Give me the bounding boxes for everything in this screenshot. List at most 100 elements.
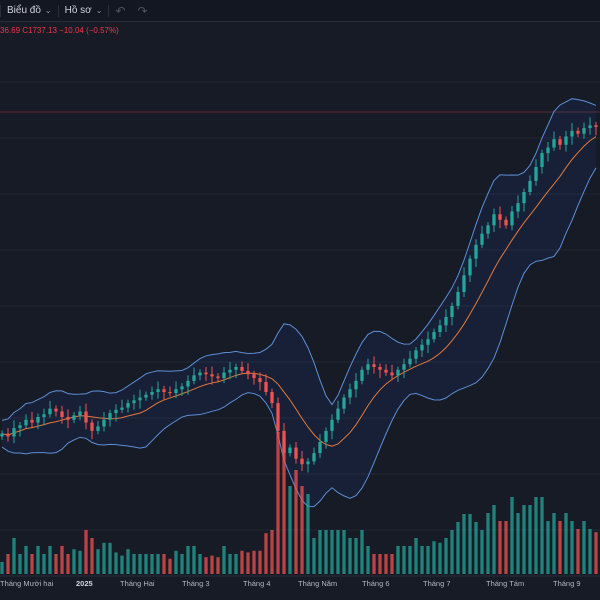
candle-body <box>150 392 154 395</box>
volume-bar <box>42 554 46 574</box>
volume-bar <box>24 546 28 574</box>
chevron-down-icon: ⌄ <box>44 6 52 15</box>
chart-menu-button[interactable]: Biểu đồ ⌄ <box>1 0 58 21</box>
volume-bar <box>378 554 382 574</box>
candle-body <box>102 419 106 427</box>
basis-line <box>1 136 597 447</box>
candle-body <box>6 433 10 437</box>
volume-bar <box>186 546 190 574</box>
candle-body <box>318 442 322 454</box>
volume-bar <box>462 514 466 574</box>
candle-body <box>204 372 208 375</box>
chart-toolbar: Biểu đồ ⌄ Hồ sơ ⌄ ↶ ↷ <box>0 0 600 22</box>
candle-body <box>168 392 172 394</box>
candle-body <box>378 367 382 370</box>
candle-body <box>54 408 58 412</box>
volume-bar <box>570 521 574 574</box>
candle-body <box>498 214 502 220</box>
undo-icon[interactable]: ↶ <box>115 3 126 18</box>
redo-icon[interactable]: ↷ <box>137 3 148 18</box>
volume-bar <box>306 494 310 574</box>
candle-body <box>270 392 274 404</box>
upper-band-line <box>1 98 597 421</box>
candle-body <box>198 372 202 376</box>
time-axis-label: 2025 <box>76 579 93 588</box>
volume-bar <box>222 546 226 574</box>
volume-bar <box>114 552 118 574</box>
candle-body <box>354 380 358 390</box>
candle-body <box>246 370 250 375</box>
volume-bar <box>156 554 160 574</box>
bollinger-band <box>1 98 597 508</box>
candle-body <box>450 305 454 317</box>
volume-bar <box>372 554 376 574</box>
volume-bar <box>276 432 280 574</box>
candle-body <box>474 244 478 259</box>
volume-bar <box>198 554 202 574</box>
candle-body <box>60 411 64 417</box>
candle-body <box>504 219 508 226</box>
candle-body <box>288 447 292 454</box>
candle-body <box>12 428 16 437</box>
candle-body <box>390 372 394 376</box>
volume-bar <box>564 513 568 574</box>
volume-bar <box>576 529 580 574</box>
volume-bar <box>588 529 592 574</box>
band-fill <box>2 98 596 507</box>
volume-bar <box>438 542 442 574</box>
chart-menu-label: Biểu đồ <box>7 5 41 16</box>
candle-body <box>444 317 448 326</box>
volume-bar <box>240 550 244 574</box>
volume-bar <box>504 521 508 574</box>
candle-body <box>426 339 430 345</box>
candle-body <box>306 461 310 465</box>
candle-body <box>120 407 124 410</box>
candle-body <box>366 364 370 370</box>
time-axis-label: Tháng 9 <box>553 579 581 588</box>
time-axis: Tháng Mười hai 2025 Tháng Hai Tháng 3 Tháng … <box>0 575 600 588</box>
volume-bar <box>336 530 340 574</box>
volume-bar <box>510 497 514 574</box>
candle-body <box>300 458 304 465</box>
candle-body <box>162 389 166 392</box>
candle-body <box>138 397 142 401</box>
volume-bar <box>150 554 154 574</box>
candle-body <box>216 376 220 379</box>
lower-band-line <box>1 167 597 508</box>
time-axis-label: Tháng Năm <box>298 579 337 588</box>
candle-body <box>222 372 226 379</box>
candle-body <box>36 417 40 423</box>
volume-bar <box>318 530 322 574</box>
volume-bar <box>138 554 142 574</box>
volume-bar <box>516 513 520 574</box>
volume-bar <box>492 505 496 574</box>
volume-bar <box>402 546 406 574</box>
volume-bar <box>546 521 550 574</box>
volume-bar <box>450 530 454 574</box>
candle-body <box>294 447 298 459</box>
volume-bar <box>84 530 88 574</box>
volume-bar <box>144 554 148 574</box>
candle-body <box>342 397 346 409</box>
volume-bar <box>498 521 502 574</box>
volume-bar <box>468 514 472 574</box>
volume-bar <box>312 538 316 574</box>
volume-bar <box>126 549 130 574</box>
volume-bar <box>444 538 448 574</box>
chevron-down-icon: ⌄ <box>95 6 103 15</box>
volume-bar <box>120 555 124 574</box>
candle-body <box>228 369 232 373</box>
volume-bar <box>0 562 4 574</box>
toolbar-divider <box>108 4 110 17</box>
price-chart[interactable]: Tháng Mười hai 2025 Tháng Hai Tháng 3 Tháng … <box>0 22 600 600</box>
candle-body <box>258 378 262 382</box>
volume-bar <box>66 554 70 574</box>
candle-body <box>552 139 556 148</box>
volume-bar <box>96 549 100 574</box>
volume-bar <box>204 557 208 574</box>
volume-bar <box>162 554 166 574</box>
profile-menu-label: Hồ sơ <box>64 5 92 16</box>
volume-bar <box>366 546 370 574</box>
profile-menu-button[interactable]: Hồ sơ ⌄ <box>59 0 109 21</box>
candle-body <box>384 369 388 373</box>
